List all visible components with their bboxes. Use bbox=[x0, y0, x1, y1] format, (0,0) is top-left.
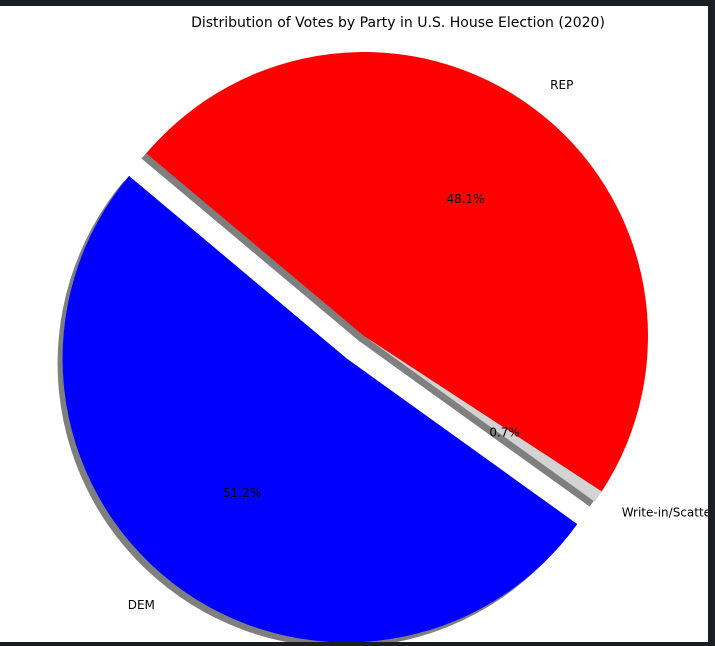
chart-title: Distribution of Votes by Party in U.S. H… bbox=[191, 15, 605, 31]
percent-label-write-in-scattering-blank: 0.7% bbox=[489, 425, 520, 439]
slice-label-write-in-scattering-blank: Write-in/Scattering/Blank bbox=[622, 506, 708, 520]
percent-label-rep: 48.1% bbox=[446, 192, 484, 206]
slice-labels: DEM Write-in/Scattering/Blank REP bbox=[128, 78, 708, 612]
slice-label-dem: DEM bbox=[128, 598, 155, 612]
pie-chart: Distribution of Votes by Party in U.S. H… bbox=[57, 15, 708, 642]
slice-shadow-write-in-scattering-blank bbox=[359, 341, 597, 507]
pie-slice-dem bbox=[62, 175, 578, 642]
percent-label-dem: 51.2% bbox=[223, 486, 261, 500]
pie-slice-rep bbox=[146, 52, 648, 492]
pie-slices bbox=[62, 52, 648, 642]
percent-labels: 51.2% 0.7% 48.1% bbox=[223, 192, 520, 500]
chart-figure: Distribution of Votes by Party in U.S. H… bbox=[0, 6, 708, 642]
pie-slice-write-in-scattering-blank bbox=[364, 336, 602, 502]
slice-label-rep: REP bbox=[550, 78, 573, 92]
